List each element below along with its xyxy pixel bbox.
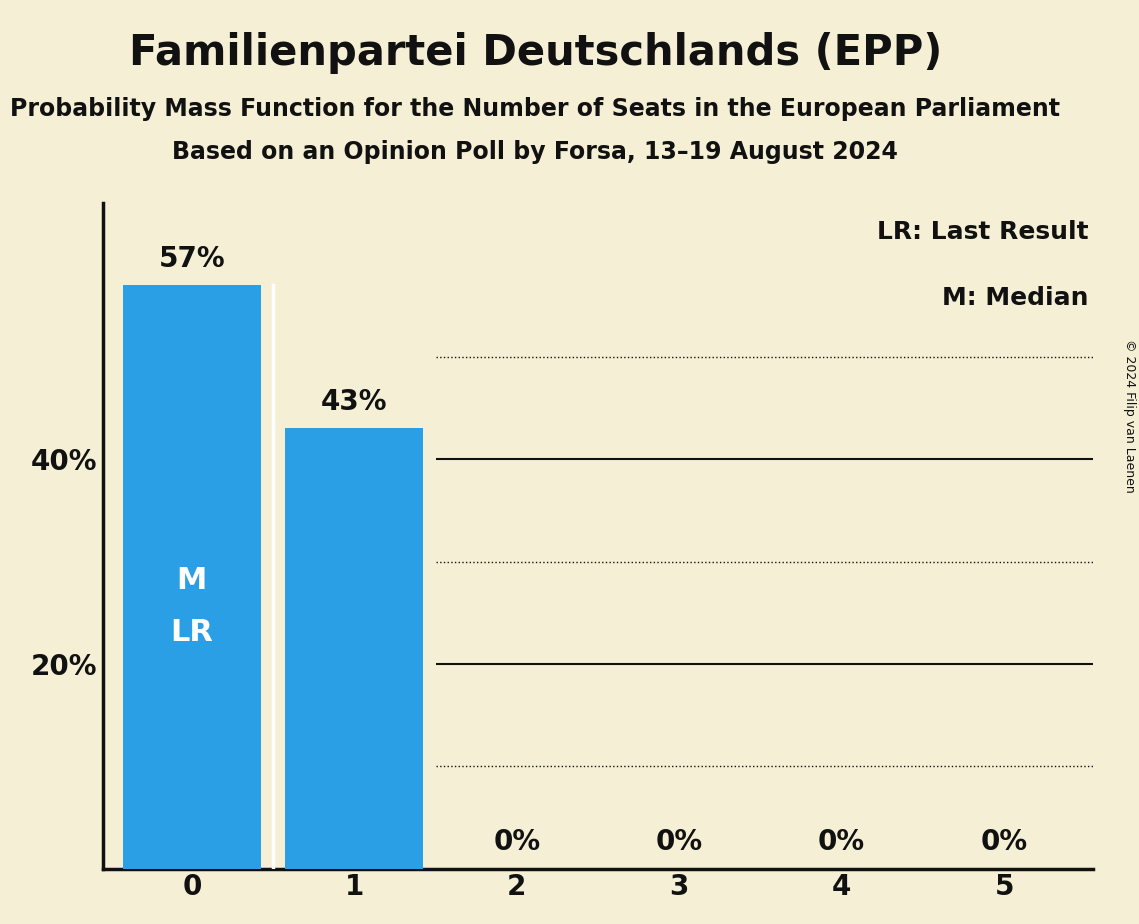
Bar: [123, 286, 261, 869]
Text: Familienpartei Deutschlands (EPP): Familienpartei Deutschlands (EPP): [129, 32, 942, 74]
Text: Based on an Opinion Poll by Forsa, 13–19 August 2024: Based on an Opinion Poll by Forsa, 13–19…: [172, 140, 899, 164]
Text: M: Median: M: Median: [942, 286, 1089, 310]
Text: 43%: 43%: [321, 388, 387, 416]
Text: 0%: 0%: [981, 828, 1027, 857]
Text: 0%: 0%: [818, 828, 866, 857]
Text: Probability Mass Function for the Number of Seats in the European Parliament: Probability Mass Function for the Number…: [10, 97, 1060, 121]
Text: M
LR: M LR: [171, 565, 213, 647]
Text: LR: Last Result: LR: Last Result: [877, 220, 1089, 244]
Text: © 2024 Filip van Laenen: © 2024 Filip van Laenen: [1123, 339, 1137, 492]
Text: 0%: 0%: [656, 828, 703, 857]
Text: 57%: 57%: [158, 245, 226, 273]
Bar: [285, 429, 424, 869]
Text: 0%: 0%: [493, 828, 540, 857]
